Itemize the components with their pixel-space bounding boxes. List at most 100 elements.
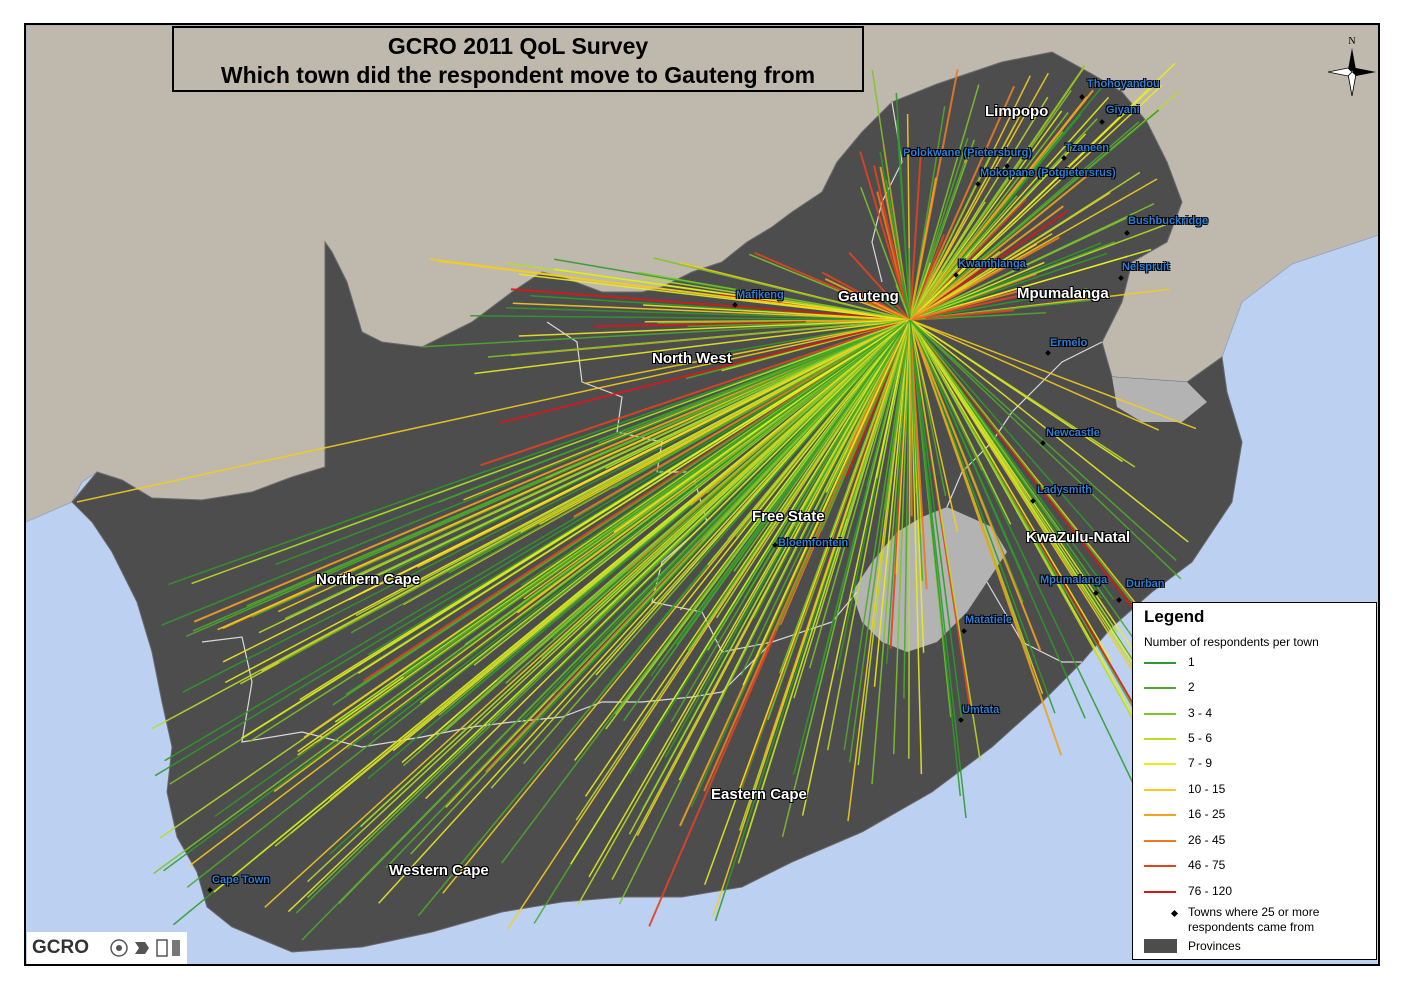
town-label-bloemfontein: Bloemfontein	[778, 537, 849, 549]
migration-line	[650, 319, 911, 677]
legend: Legend Number of respondents per town 1 …	[1132, 602, 1377, 960]
migration-line	[350, 319, 911, 634]
town-label-bushbuckridge: Bushbuckridge	[1128, 215, 1209, 227]
migration-line	[859, 151, 911, 321]
town-marker	[1004, 163, 1010, 169]
migration-line	[553, 319, 911, 694]
svg-text:N: N	[1348, 36, 1355, 47]
migration-line	[240, 319, 911, 740]
migration-line	[652, 257, 911, 321]
migration-line	[909, 319, 1160, 431]
migration-line	[909, 242, 1102, 321]
migration-line	[909, 319, 1123, 463]
migration-line	[909, 83, 1156, 321]
migration-line	[506, 319, 911, 930]
province-label-eastern-cape: Eastern Cape	[711, 786, 807, 803]
migration-line	[306, 319, 911, 899]
town-label-newcastle: Newcastle	[1046, 427, 1100, 439]
migration-line	[909, 174, 1088, 321]
town-dot-icon	[1170, 909, 1179, 918]
province-label-western-cape: Western Cape	[389, 862, 489, 879]
swaziland	[1112, 377, 1207, 422]
migration-line	[909, 110, 1024, 321]
migration-line	[715, 319, 911, 619]
migration-line	[191, 319, 911, 585]
legend-swatch	[1144, 840, 1176, 842]
town-label-thohoyandou: Thohoyandou	[1087, 78, 1160, 90]
migration-line	[331, 319, 911, 588]
legend-swatch	[1144, 891, 1176, 893]
legend-swatch	[1144, 814, 1176, 816]
legend-label: 26 - 45	[1188, 833, 1226, 847]
migration-line	[871, 70, 911, 321]
legend-label: 7 - 9	[1188, 756, 1213, 770]
legend-label: 76 - 120	[1188, 884, 1233, 898]
town-marker	[1118, 275, 1124, 281]
province-label-northern-cape: Northern Cape	[316, 571, 421, 588]
migration-line	[518, 273, 911, 321]
migration-line	[895, 319, 911, 575]
legend-provinces-label: Provinces	[1188, 939, 1241, 953]
migration-line	[909, 319, 1042, 651]
migration-line	[193, 319, 911, 623]
migration-line	[554, 268, 911, 321]
town-label-giyani: Giyani	[1106, 104, 1140, 116]
town-marker	[732, 302, 738, 308]
migration-line	[909, 236, 1060, 321]
migration-line	[909, 209, 1069, 321]
legend-swatch	[1144, 865, 1176, 867]
legend-towns-label: Towns where 25 or more respondents came …	[1188, 905, 1320, 934]
migration-line	[909, 72, 1049, 321]
province-label-gauteng: Gauteng	[838, 288, 899, 305]
migration-line	[186, 319, 911, 888]
town-marker	[1124, 230, 1130, 236]
town-label-tzaneen: Tzaneen	[1065, 142, 1110, 154]
migration-line	[781, 319, 911, 838]
migration-line	[332, 319, 911, 706]
legend-subtitle: Number of respondents per town	[1144, 635, 1319, 649]
migration-line	[909, 137, 969, 321]
migration-line	[909, 319, 1189, 543]
migration-line	[570, 319, 911, 865]
title-line-1: GCRO 2011 QoL Survey	[387, 33, 649, 59]
migration-line	[909, 319, 1113, 663]
town-marker	[1040, 440, 1046, 446]
migration-line	[909, 248, 1152, 321]
town-label-umtata: Umtata	[962, 704, 1000, 716]
migration-line	[618, 319, 911, 905]
migration-line	[909, 289, 1020, 321]
migration-line	[480, 319, 911, 467]
migration-line	[670, 319, 911, 723]
town-marker	[1079, 94, 1085, 100]
svg-text:GCRO: GCRO	[32, 937, 89, 958]
town-marker	[1045, 350, 1051, 356]
migration-line	[357, 319, 911, 674]
migration-line	[808, 319, 911, 669]
migration-line	[908, 319, 911, 759]
migration-line	[909, 287, 1088, 321]
migration-line	[909, 171, 1141, 321]
legend-swatch	[1144, 763, 1176, 765]
province-label-mpumalanga: Mpumalanga	[1017, 285, 1109, 302]
migration-line	[712, 319, 911, 917]
migration-line	[614, 319, 911, 715]
migration-line	[824, 278, 911, 321]
town-marker	[975, 181, 981, 187]
migration-line	[909, 262, 931, 321]
migration-line	[909, 221, 1172, 321]
migration-line	[512, 302, 911, 321]
migration-line	[903, 319, 911, 699]
migration-line	[909, 217, 1127, 321]
migration-line	[474, 319, 911, 375]
legend-swatch	[1144, 738, 1176, 740]
lesotho	[852, 507, 1007, 652]
town-label-ermelo: Ermelo	[1050, 337, 1088, 349]
town-marker	[1093, 590, 1099, 596]
migration-line	[909, 319, 1056, 714]
legend-label: 2	[1188, 680, 1195, 694]
town-markers	[207, 94, 1130, 893]
town-label-nelspruit: Nelspruit	[1122, 261, 1170, 273]
migration-line	[754, 251, 911, 321]
migration-line	[871, 319, 911, 785]
migration-line	[909, 319, 928, 590]
